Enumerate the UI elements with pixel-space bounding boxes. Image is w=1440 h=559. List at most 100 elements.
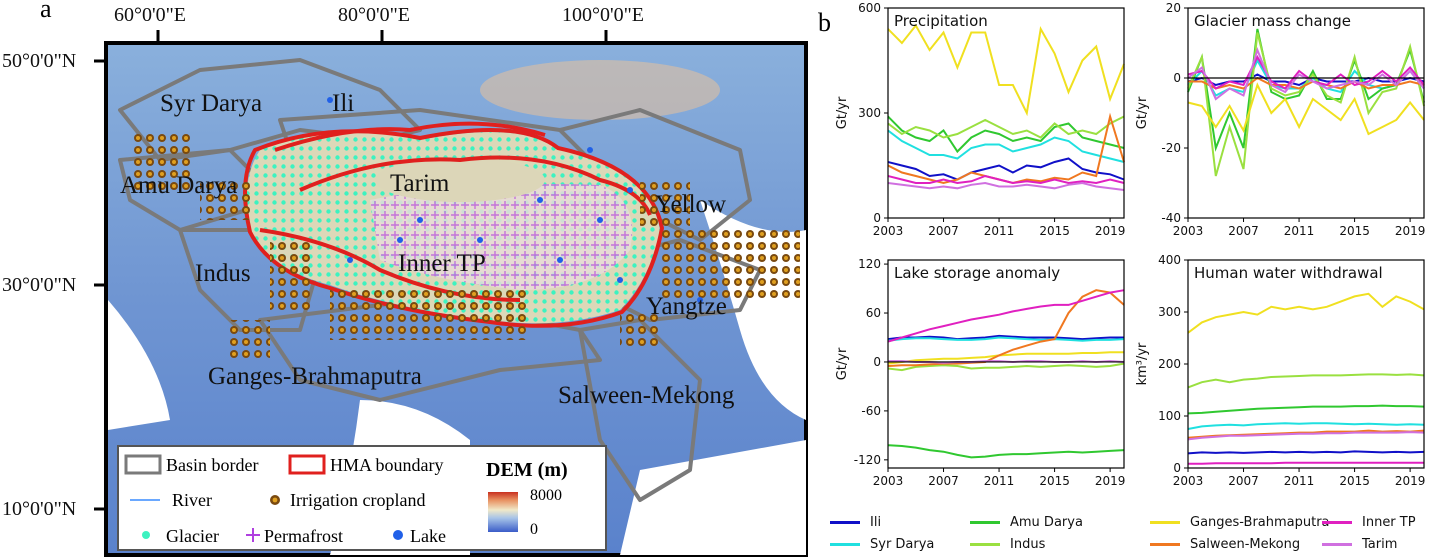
legend-lake-label: Lake xyxy=(410,526,446,546)
legend-label: Syr Darya xyxy=(870,536,935,552)
legend-swatch xyxy=(830,520,860,524)
series-line-ganges-brahmaputra xyxy=(887,351,1124,365)
gobi-area xyxy=(480,60,720,120)
legend-item-tarim: Tarim xyxy=(1322,534,1397,554)
y-tick-label: 0 xyxy=(873,355,881,369)
y-tick-label: 0 xyxy=(1173,461,1181,475)
series-line-indus xyxy=(887,115,1125,139)
x-tick-label: 2019 xyxy=(1395,224,1426,238)
legend-item-amu-darya: Amu Darya xyxy=(970,512,1083,532)
basin-label-yellow: Yellow xyxy=(655,191,726,218)
y-axis-label: Gt/yr xyxy=(835,96,850,129)
legend-river-label: River xyxy=(172,490,212,510)
legend-dem-title: DEM (m) xyxy=(486,459,568,481)
series-line-indus xyxy=(1187,32,1425,177)
legend-swatch xyxy=(1150,520,1180,524)
y-tick-label: 120 xyxy=(858,257,881,271)
basin-label-tarim: Tarim xyxy=(390,170,450,197)
legend-label: Indus xyxy=(1010,536,1046,552)
x-tick-label: 2011 xyxy=(1284,224,1315,238)
x-tick-label: 2015 xyxy=(1339,224,1370,238)
x-tick-label: 2011 xyxy=(984,474,1015,488)
map-panel: 60°0'0"E 80°0'0"E 100°0'0"E 50°0'0"N 30°… xyxy=(2,4,808,557)
legend-permafrost-label: Permafrost xyxy=(264,526,343,546)
x-tick-label: 2003 xyxy=(873,224,904,238)
series-line-amu-darya xyxy=(887,444,1125,459)
y-axis-label: Gt/yr xyxy=(835,347,850,380)
x-tick-label: 2015 xyxy=(1039,474,1070,488)
series-line-ili xyxy=(887,157,1125,181)
legend-swatch xyxy=(1150,542,1180,546)
panel-label-b: b xyxy=(818,8,831,37)
chart-3: Human water withdrawal 0 100 200 300 400 2003 2… xyxy=(1135,253,1425,488)
y-tick-label: 300 xyxy=(1158,305,1181,319)
y-tick-label: 20 xyxy=(1166,1,1181,15)
y-axis-label: Gt/yr xyxy=(1135,96,1150,129)
x-tick-label: 2007 xyxy=(1228,224,1259,238)
x-tick-label: 2015 xyxy=(1039,224,1070,238)
y-tick-label: -40 xyxy=(1161,211,1181,225)
lon-label-60e: 60°0'0"E xyxy=(114,4,186,26)
lat-label-50n: 50°0'0"N xyxy=(2,50,77,72)
irrigation-cropland xyxy=(130,130,800,360)
lakes xyxy=(327,97,703,303)
legend-permafrost-swatch xyxy=(246,528,260,542)
y-tick-label: 0 xyxy=(1173,71,1181,85)
legend-glacier-swatch xyxy=(142,531,150,539)
axes-frame xyxy=(1187,7,1425,219)
x-tick-label: 2019 xyxy=(1095,224,1126,238)
x-tick-label: 2019 xyxy=(1395,474,1426,488)
series-line-ili xyxy=(887,334,1124,341)
x-tick-label: 2011 xyxy=(984,224,1015,238)
sea-south xyxy=(620,440,806,555)
series-line-indus xyxy=(887,362,1125,372)
legend-label: Ili xyxy=(870,514,882,530)
basin-label-syr-darya: Syr Darya xyxy=(160,90,262,117)
legend-cropland-label: Irrigation cropland xyxy=(290,490,425,510)
series-line-salween-mekong xyxy=(887,289,1125,367)
legend-label: Tarim xyxy=(1362,536,1398,552)
legend-label: Salween-Mekong xyxy=(1190,536,1301,552)
y-tick-label: 100 xyxy=(1158,409,1181,423)
basin-label-salween-mekong: Salween-Mekong xyxy=(558,382,735,409)
legend-label: Ganges-Brahmaputra xyxy=(1190,514,1330,530)
series-line-inner-tp xyxy=(887,289,1125,343)
x-tick-label: 2011 xyxy=(1284,474,1315,488)
legend-hma-label: HMA boundary xyxy=(330,455,444,475)
y-tick-label: 60 xyxy=(866,306,881,320)
legend-item-syr-darya: Syr Darya xyxy=(830,534,934,554)
axes-frame xyxy=(887,259,1125,469)
series-line-amu-darya xyxy=(1187,404,1425,415)
series-line-ganges-brahmaputra xyxy=(887,23,1125,117)
x-tick-label: 2003 xyxy=(1173,224,1204,238)
chart-1: Glacier mass change -40 -20 0 20 2003 2007 2011… xyxy=(1135,1,1425,238)
series-line-syr-darya xyxy=(887,129,1125,163)
legend-dem-max: 8000 xyxy=(530,487,562,504)
series-line-syr-darya xyxy=(887,336,1125,342)
x-tick-label: 2015 xyxy=(1339,474,1370,488)
y-tick-label: -20 xyxy=(1161,141,1181,155)
chart-title: Lake storage anomaly xyxy=(894,264,1060,282)
lat-label-10n: 10°0'0"N xyxy=(2,498,77,520)
series-legend: Ili Amu Darya Ganges-Brahmaputra Inner TP Sy… xyxy=(830,512,1440,557)
basin-label-yangtze: Yangtze xyxy=(646,293,727,320)
basin-label-ganges: Ganges-Brahmaputra xyxy=(208,363,422,390)
y-axis-label: km³/yr xyxy=(1135,342,1150,385)
x-tick-label: 2007 xyxy=(928,224,959,238)
series-line-inner-tp xyxy=(1188,461,1424,465)
tarim-basin-center xyxy=(375,158,545,202)
series-line-salween-mekong xyxy=(1188,76,1425,90)
legend-item-salween-mekong: Salween-Mekong xyxy=(1150,534,1300,554)
chart-panel: Precipitation 0 300 600 2003 2007 2011 2015 2019… xyxy=(820,0,1440,559)
chart-title: Human water withdrawal xyxy=(1194,264,1383,282)
x-tick-label: 2003 xyxy=(873,474,904,488)
series-line-ganges-brahmaputra xyxy=(1187,292,1425,334)
legend-item-ganges-brahmaputra: Ganges-Brahmaputra xyxy=(1150,512,1330,532)
chart-0: Precipitation 0 300 600 2003 2007 2011 2015 2019… xyxy=(835,1,1125,238)
y-tick-label: 600 xyxy=(858,1,881,15)
legend-lake-swatch xyxy=(393,530,403,540)
panel-label-a: a xyxy=(40,0,52,23)
map-ticks xyxy=(94,30,608,511)
legend-swatch xyxy=(830,542,860,546)
